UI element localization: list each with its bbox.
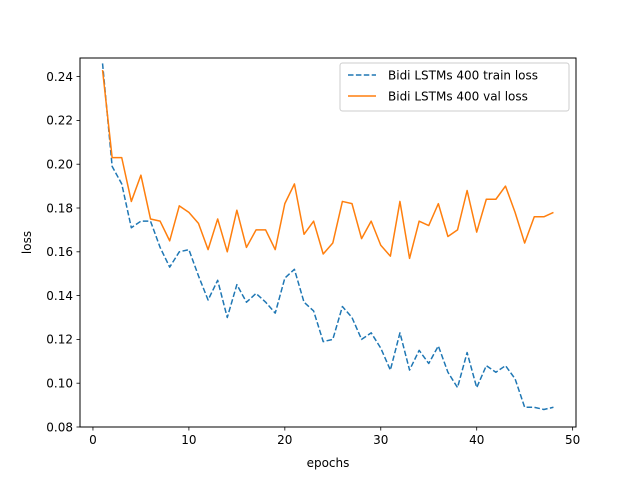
axis-ticks: 0 10 20 30 40 50 0.08 0.10 0.12 0.14 0.16 0.18 0.20 0… bbox=[46, 70, 580, 447]
y-tick-label: 0.14 bbox=[46, 289, 73, 303]
y-tick-label: 0.08 bbox=[46, 420, 73, 434]
y-axis-label: loss bbox=[20, 231, 34, 254]
x-tick-label: 40 bbox=[469, 433, 484, 447]
y-tick-label: 0.20 bbox=[46, 158, 73, 172]
x-tick-label: 20 bbox=[277, 433, 292, 447]
legend-box bbox=[339, 62, 570, 112]
legend: Bidi LSTMs 400 train loss Bidi LSTMs 400 … bbox=[339, 62, 570, 112]
legend-label: Bidi LSTMs 400 val loss bbox=[388, 89, 528, 103]
y-tick-label: 0.10 bbox=[46, 377, 73, 391]
x-tick-label: 10 bbox=[181, 433, 196, 447]
legend-label: Bidi LSTMs 400 train loss bbox=[388, 68, 538, 82]
x-axis-label: epochs bbox=[307, 456, 350, 470]
y-tick-label: 0.16 bbox=[46, 245, 73, 259]
x-tick-label: 30 bbox=[373, 433, 388, 447]
y-tick-label: 0.18 bbox=[46, 201, 73, 215]
series-line-val-loss bbox=[101, 69, 554, 260]
axes-frame bbox=[79, 57, 577, 428]
y-tick-label: 0.22 bbox=[46, 114, 73, 128]
y-tick-label: 0.24 bbox=[46, 70, 73, 84]
plot-area bbox=[101, 63, 554, 411]
y-tick-label: 0.12 bbox=[46, 333, 73, 347]
x-tick-label: 50 bbox=[565, 433, 580, 447]
x-tick-label: 0 bbox=[89, 433, 97, 447]
series-line-train-loss bbox=[101, 63, 554, 411]
